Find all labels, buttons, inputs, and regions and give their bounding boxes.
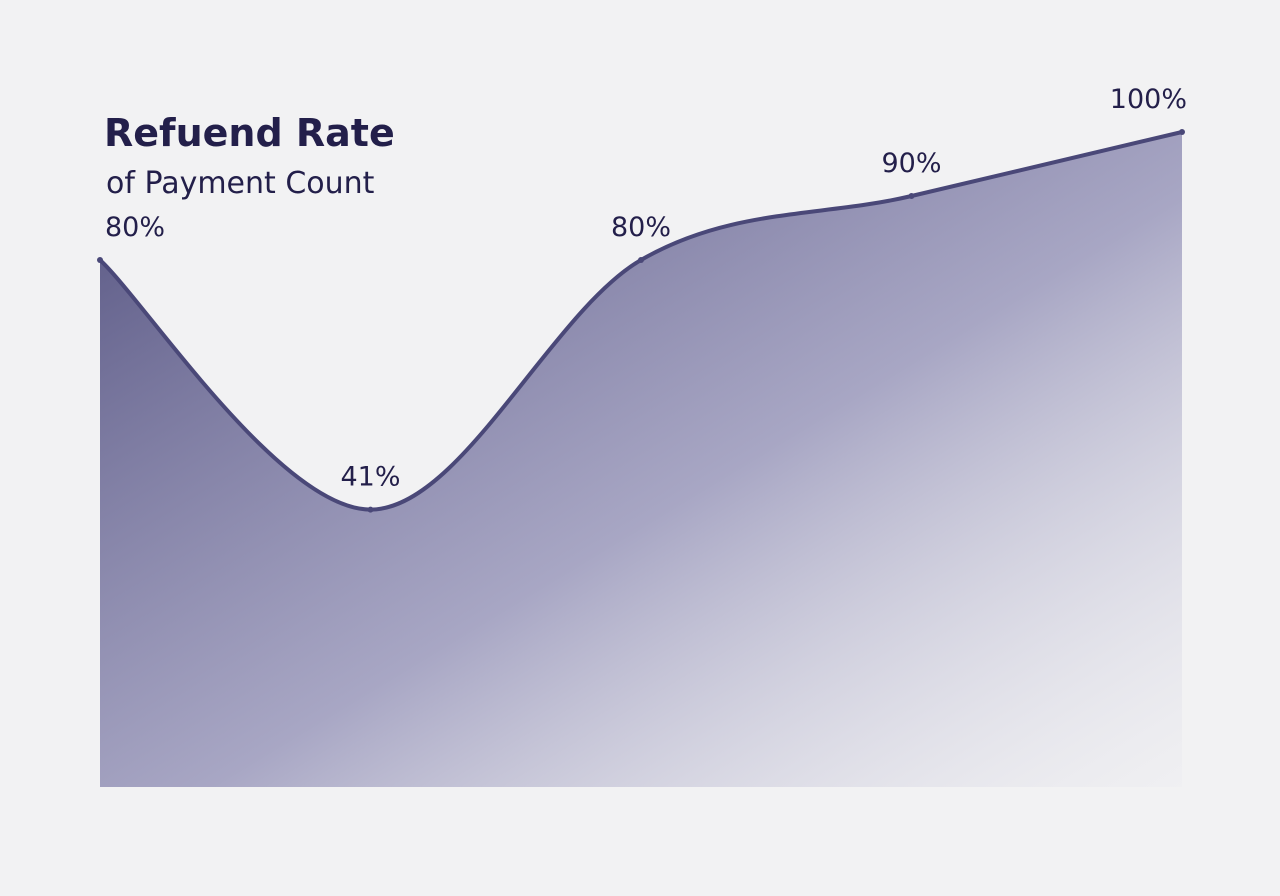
- point: [367, 506, 374, 513]
- point: [638, 257, 644, 263]
- chart-subtitle: of Payment Count: [106, 166, 375, 201]
- point: [97, 257, 103, 263]
- point: [908, 193, 915, 199]
- line: [98, 130, 1184, 512]
- value-label: 90%: [881, 148, 941, 179]
- chart-title: Refuend Rate: [104, 111, 395, 155]
- value-label: 100%: [1110, 84, 1187, 115]
- area: [100, 132, 1182, 787]
- value-label: 80%: [611, 212, 671, 243]
- point: [1179, 129, 1185, 135]
- value-label: 80%: [105, 212, 165, 243]
- value-label: 41%: [340, 462, 400, 493]
